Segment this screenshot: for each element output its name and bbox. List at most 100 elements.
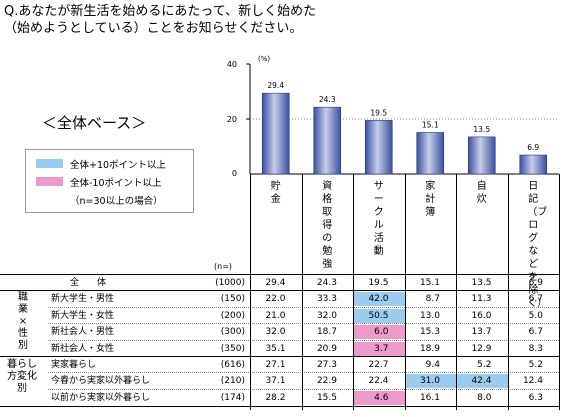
table-row: 全 体 (1000) 29.4 24.3 19.5 15.1 13.5 6.9 xyxy=(0,276,573,290)
bar-value-label: 19.5 xyxy=(370,108,387,117)
row-separator xyxy=(48,372,559,374)
table-cell: 42.0 xyxy=(354,292,405,307)
table-row: 今春から実家以外暮らし (210) 37.1 22.9 22.4 31.0 42.4 12.4 xyxy=(0,374,573,389)
row-n: (300) xyxy=(220,327,245,338)
cell-value: 19.5 xyxy=(368,278,389,288)
row-label: 新大学生・男性 xyxy=(51,294,115,305)
table-cell: 16.1 xyxy=(406,391,457,405)
cell-value: 32.0 xyxy=(316,310,337,321)
table-cell: 24.3 xyxy=(303,276,354,290)
y-tick-label: 0 xyxy=(231,169,237,178)
table-cell: 8.7 xyxy=(406,292,457,306)
row-separator xyxy=(48,306,559,308)
column-divider xyxy=(353,174,354,410)
cell-value: 8.0 xyxy=(477,392,492,403)
cell-value: 6.3 xyxy=(528,392,543,403)
cell-value: 16.0 xyxy=(471,310,492,321)
table-cell: 31.0 xyxy=(405,374,456,389)
table-cell: 15.5 xyxy=(303,391,354,405)
table-cell: 11.3 xyxy=(457,292,508,306)
table-cell: 8.3 xyxy=(509,342,560,356)
table-cell: 6.9 xyxy=(509,276,560,290)
cell-value: 4.6 xyxy=(374,392,389,403)
legend-item-plus: 全体+10ポイント以上 xyxy=(70,160,167,171)
row-n: (200) xyxy=(220,310,245,321)
column-divider xyxy=(559,174,560,410)
cell-value: 6.7 xyxy=(528,294,543,305)
category-label: 自炊 xyxy=(476,181,487,205)
table-cell: 5.0 xyxy=(509,309,560,323)
table-cell: 50.5 xyxy=(354,308,405,323)
table-rule xyxy=(0,274,559,275)
question-title: Q.あなたが新生活を始めるにあたって、新しく始めた （始めようとしている）ことを… xyxy=(4,3,316,37)
table-cell: 20.9 xyxy=(303,342,354,356)
row-separator xyxy=(48,388,559,390)
column-divider xyxy=(250,174,251,410)
column-divider xyxy=(456,174,457,410)
bar-value-label: 24.3 xyxy=(319,95,336,104)
table-cell: 32.0 xyxy=(303,309,354,323)
table-cell: 22.0 xyxy=(251,292,302,306)
bar xyxy=(261,92,290,175)
table-cell: 5.2 xyxy=(509,358,560,372)
table-cell: 32.0 xyxy=(251,325,302,339)
legend-swatch-blue xyxy=(36,159,63,168)
table-cell: 22.4 xyxy=(354,374,405,388)
cell-value: 5.2 xyxy=(477,360,492,370)
category-label: 資格取得の勉強 xyxy=(322,181,333,270)
table-cell: 33.3 xyxy=(303,292,354,306)
cell-value: 15.5 xyxy=(316,392,337,403)
n-header: (n=) xyxy=(214,262,233,271)
table-cell: 29.4 xyxy=(251,276,302,290)
cell-value: 32.0 xyxy=(265,327,286,338)
table-cell: 19.5 xyxy=(354,276,405,290)
cell-value: 27.1 xyxy=(265,360,286,370)
cell-value: 9.4 xyxy=(425,360,440,370)
table-cell: 5.2 xyxy=(457,358,508,372)
question-line-2: （始めようとしている）ことをお知らせください。 xyxy=(4,21,303,36)
cell-value: 22.4 xyxy=(368,376,389,387)
cell-value: 37.1 xyxy=(265,376,286,387)
table-cell: 8.0 xyxy=(457,391,508,405)
cell-value: 35.1 xyxy=(265,343,286,354)
cell-value: 12.9 xyxy=(471,343,492,354)
cell-value: 6.0 xyxy=(374,327,389,338)
table-cell: 28.2 xyxy=(251,391,302,405)
y-tick-label: 40 xyxy=(226,60,237,69)
table-row: 実家暮らし (616) 27.1 27.3 22.7 9.4 5.2 5.2 xyxy=(0,358,573,372)
base-label: ＜全体ベース＞ xyxy=(42,114,147,132)
bar xyxy=(467,136,496,175)
table-cell: 3.7 xyxy=(354,341,405,356)
cell-value: 42.4 xyxy=(471,376,492,387)
table-row: 新社会人・男性 (300) 32.0 18.7 6.0 15.3 13.7 6.7 xyxy=(0,325,573,340)
cell-value: 22.0 xyxy=(265,294,286,305)
y-unit-label: (%) xyxy=(258,55,271,63)
bar-value-label: 13.5 xyxy=(473,125,490,134)
cell-value: 50.5 xyxy=(368,310,389,321)
bar-chart: 29.4 24.3 19.5 15.1 13.5 6.9 xyxy=(246,63,559,175)
cell-value: 3.7 xyxy=(374,343,389,354)
row-label: 新大学生・女性 xyxy=(51,310,115,321)
cell-value: 29.4 xyxy=(265,278,286,288)
row-label: 以前から実家以外暮らし xyxy=(51,392,151,403)
cell-value: 42.0 xyxy=(368,294,389,305)
table-cell: 12.9 xyxy=(457,342,508,356)
table-cell: 22.9 xyxy=(303,374,354,388)
cell-value: 5.0 xyxy=(528,310,543,321)
row-n: (616) xyxy=(220,360,245,370)
row-n: (210) xyxy=(220,376,245,387)
table-cell: 13.5 xyxy=(457,276,508,290)
bar xyxy=(519,154,548,175)
row-label: 全 体 xyxy=(70,278,107,288)
table-cell: 6.7 xyxy=(509,292,560,306)
cell-value: 24.3 xyxy=(316,278,337,288)
y-tick-label: 20 xyxy=(226,115,237,124)
cell-value: 15.1 xyxy=(419,278,440,288)
cell-value: 5.2 xyxy=(528,360,543,370)
cell-value: 22.7 xyxy=(368,360,389,370)
cell-value: 31.0 xyxy=(419,376,440,387)
category-label: 貯金 xyxy=(270,181,281,205)
row-separator xyxy=(48,323,559,325)
column-divider xyxy=(507,174,509,410)
table-cell: 6.3 xyxy=(509,391,560,405)
